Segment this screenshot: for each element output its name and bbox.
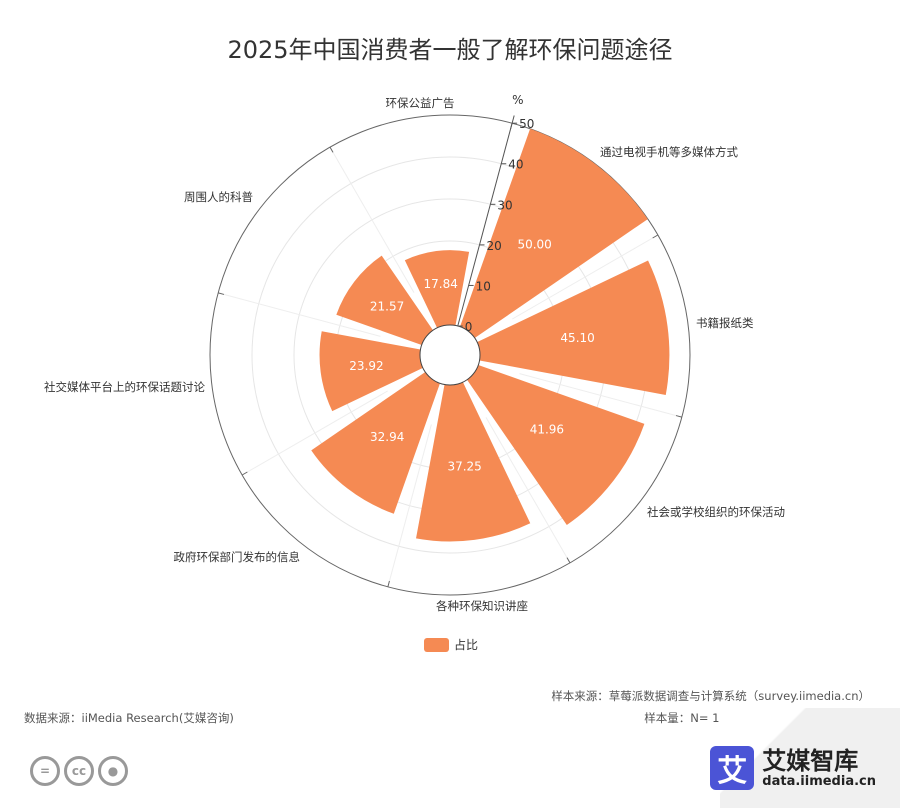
grid-spoke	[329, 146, 415, 293]
category-label: 通过电视手机等多媒体方式	[600, 145, 738, 159]
bar	[319, 331, 423, 412]
grid-spoke	[241, 390, 388, 476]
radial-tick-label: 10	[476, 279, 491, 293]
category-label: 社会或学校组织的环保活动	[647, 505, 785, 519]
category-label: 周围人的科普	[184, 190, 253, 204]
chart-title: 2025年中国消费者一般了解环保问题途径	[227, 36, 673, 64]
legend-label: 占比	[454, 638, 479, 652]
outer-tick	[652, 234, 659, 239]
category-label: 政府环保部门发布的信息	[174, 550, 301, 564]
grid-spoke	[485, 417, 571, 564]
equals-icon: =	[30, 756, 60, 786]
bar	[466, 365, 645, 525]
radial-tick-label: 30	[497, 198, 512, 212]
outer-tick	[329, 146, 334, 153]
person-icon: ●	[98, 756, 128, 786]
radial-tick-label: 0	[465, 320, 473, 334]
category-label: 环保公益广告	[386, 96, 455, 110]
bar-value-label: 23.92	[349, 359, 383, 373]
bar	[311, 371, 440, 514]
logo-url: data.iimedia.cn	[762, 773, 876, 789]
bar-value-label: 41.96	[530, 422, 564, 436]
center-hole	[419, 324, 481, 386]
data-source: 数据来源：iiMedia Research(艾媒咨询)	[24, 711, 234, 725]
grid-spoke	[387, 424, 432, 587]
bar	[404, 250, 470, 328]
outer-tick	[387, 580, 390, 587]
category-label: 各种环保知识讲座	[436, 599, 528, 613]
category-label: 书籍报纸类	[696, 316, 754, 330]
radial-tick-label: 50	[519, 117, 534, 131]
outer-axis-circle	[209, 114, 691, 596]
radial-axis-line	[457, 115, 515, 327]
radial-tick-label: 20	[487, 239, 502, 253]
outer-tick	[218, 292, 225, 295]
radial-tick-label: 40	[508, 158, 523, 172]
bar-value-label: 37.25	[447, 459, 481, 473]
bar	[477, 260, 670, 395]
outer-tick	[566, 557, 571, 564]
outer-tick	[241, 471, 248, 476]
bar	[416, 382, 531, 542]
radial-unit-label: %	[512, 93, 523, 107]
legend-swatch	[424, 637, 449, 652]
grid-spoke	[512, 234, 659, 320]
logo-name: 艾媒智库	[762, 746, 859, 775]
bar-value-label: 32.94	[370, 430, 404, 444]
bar	[336, 255, 434, 345]
bar-value-label: 21.57	[370, 300, 404, 314]
outer-tick	[675, 415, 682, 418]
logo-mark: 艾	[710, 746, 755, 790]
grid-spoke	[218, 292, 381, 337]
cc-icon: cc	[64, 756, 94, 786]
license-icons: = cc ●	[30, 756, 128, 786]
bar-value-label: 17.84	[423, 277, 457, 291]
sample-source: 样本来源：草莓派数据调查与计算系统（survey.iimedia.cn）	[551, 689, 870, 703]
bar	[460, 128, 648, 339]
grid-spoke	[519, 373, 682, 418]
bar-value-label: 50.00	[517, 238, 551, 252]
logo: 艾 艾媒智库 data.iimedia.cn	[710, 746, 876, 790]
category-label: 社交媒体平台上的环保话题讨论	[44, 380, 205, 394]
bar-value-label: 45.10	[560, 331, 594, 345]
legend[interactable]: 占比	[424, 636, 478, 653]
